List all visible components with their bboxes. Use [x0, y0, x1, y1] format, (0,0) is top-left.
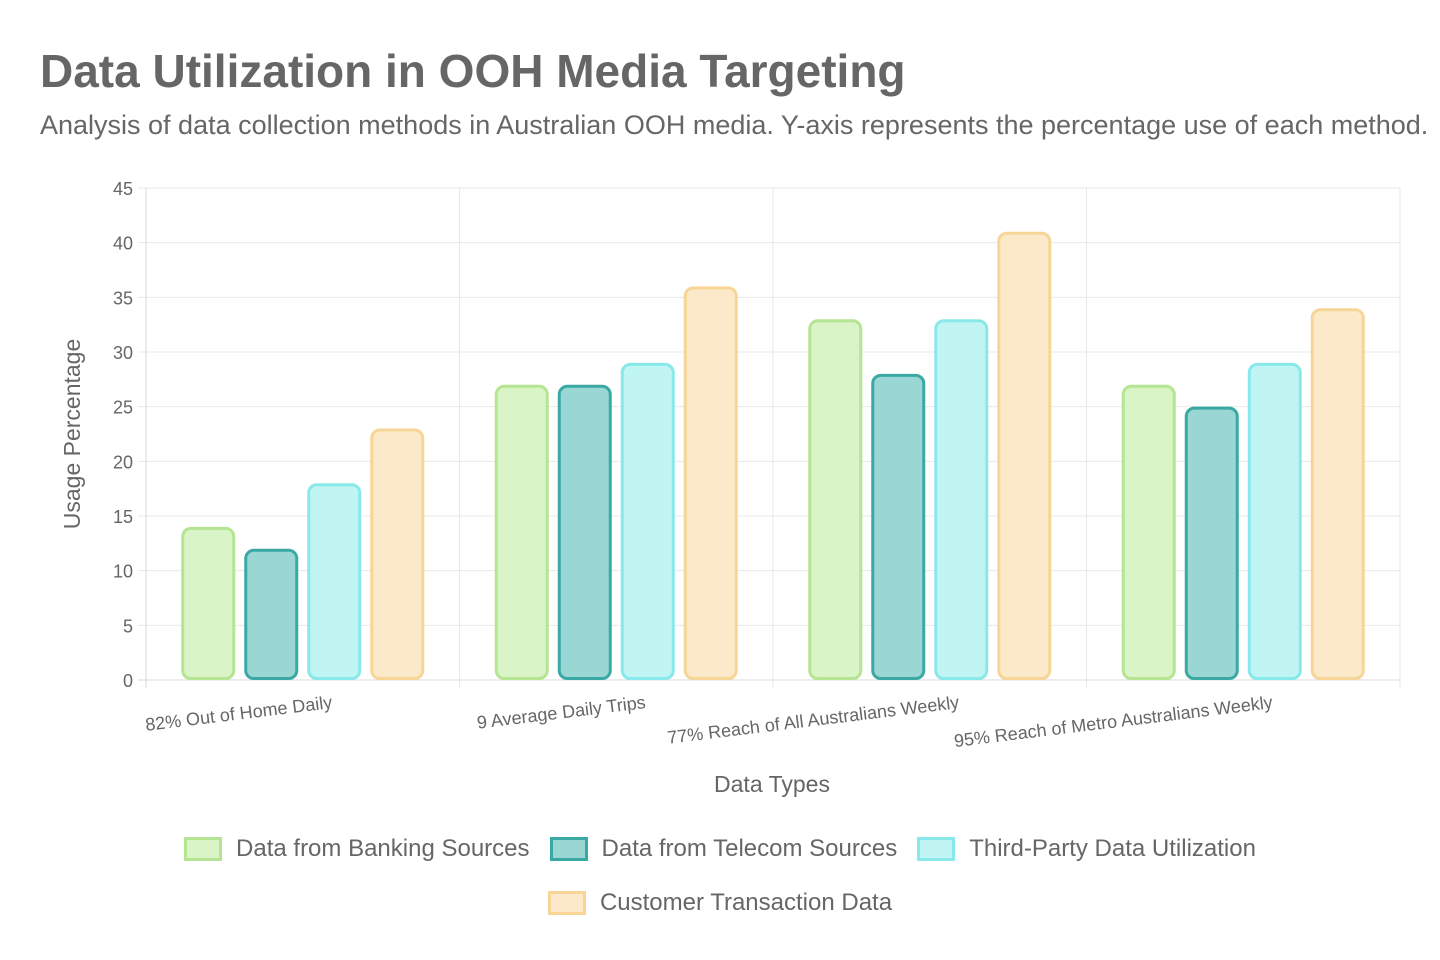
bar-1-4	[1121, 384, 1176, 680]
bar-1-2	[494, 384, 549, 680]
bar-4-1	[370, 428, 425, 680]
y-tick-label: 20	[113, 452, 133, 472]
legend-swatch	[549, 837, 588, 861]
chart-subtitle: Analysis of data collection methods in A…	[40, 110, 1429, 140]
y-tick-label: 25	[113, 398, 133, 418]
y-tick-label: 15	[113, 507, 133, 527]
y-tick-label: 10	[113, 562, 133, 582]
legend-item[interactable]: Data from Banking Sources	[184, 832, 530, 866]
legend-label: Data from Banking Sources	[236, 835, 530, 862]
bar-3-2	[620, 362, 675, 680]
bar-2-4	[1184, 406, 1239, 680]
bar-4-2	[683, 286, 738, 680]
chart-title: Data Utilization in OOH Media Targeting	[40, 45, 906, 97]
legend-item[interactable]: Third-Party Data Utilization	[917, 832, 1256, 866]
y-tick-label: 30	[113, 343, 133, 363]
legend-swatch	[547, 891, 586, 915]
y-tick-label: 5	[123, 616, 133, 636]
bar-1-1	[181, 526, 236, 681]
y-tick-label: 40	[113, 234, 133, 254]
x-tick-label: 77% Reach of All Australians Weekly	[666, 692, 960, 748]
y-tick-label: 0	[123, 671, 133, 691]
bar-4-3	[997, 231, 1052, 680]
bar-3-1	[307, 483, 362, 681]
legend-item[interactable]: Customer Transaction Data	[547, 886, 893, 920]
legend-swatch	[917, 837, 956, 861]
bar-2-2	[557, 384, 612, 680]
bar-3-3	[934, 319, 989, 680]
legend-item[interactable]: Data from Telecom Sources	[549, 832, 898, 866]
legend-label: Data from Telecom Sources	[601, 835, 898, 862]
y-tick-label: 45	[113, 179, 133, 199]
bar-2-3	[871, 373, 926, 680]
x-tick-labels: 82% Out of Home Daily 9 Average Daily Tri…	[144, 692, 1274, 751]
y-tick-label: 35	[113, 288, 133, 308]
legend-label: Customer Transaction Data	[599, 889, 893, 916]
bar-4-4	[1310, 308, 1365, 680]
bars	[181, 231, 1365, 681]
x-tick-label: 95% Reach of Metro Australians Weekly	[953, 692, 1274, 751]
y-tick-labels: 0 5 10 15 20 25 30 35 40 45	[113, 179, 133, 691]
x-axis-label: Data Types	[714, 771, 830, 797]
y-axis-label: Usage Percentage	[59, 339, 85, 530]
bar-3-4	[1247, 362, 1302, 680]
x-tick-label: 82% Out of Home Daily	[144, 692, 333, 735]
x-tick-label: 9 Average Daily Trips	[476, 692, 647, 733]
chart-legend: Data from Banking Sources Data from Telec…	[0, 832, 1440, 920]
legend-swatch	[184, 837, 223, 861]
bar-2-1	[244, 548, 299, 680]
legend-label: Third-Party Data Utilization	[969, 835, 1256, 862]
bar-1-3	[808, 319, 863, 680]
